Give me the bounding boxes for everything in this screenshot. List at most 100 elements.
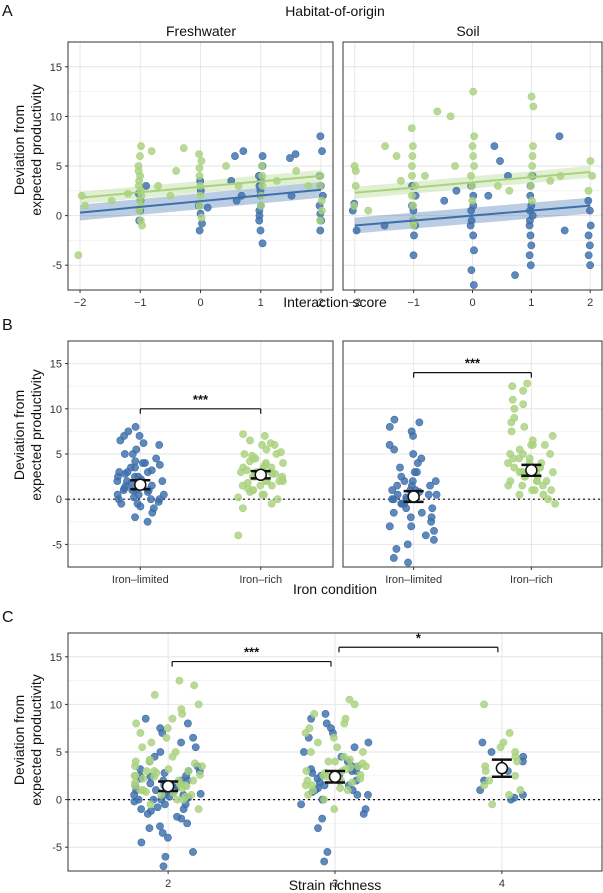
data-point [468,196,477,205]
data-point [350,201,359,210]
ylabel-c: Deviation from expected productivity [11,674,44,806]
data-point [539,490,548,499]
data-point [272,450,281,458]
x-axis-tick-label: 2 [587,297,593,309]
x-axis-tick-label: 3 [332,878,338,890]
data-point [147,495,155,504]
data-point [547,486,556,495]
data-point [397,176,405,185]
data-point [308,781,316,790]
data-point [507,427,516,436]
data-point [407,522,416,531]
data-point [257,201,265,210]
data-point [358,759,367,768]
data-point [222,162,230,170]
mean-se-iron-rich [521,463,542,477]
data-point [195,226,204,235]
data-point [392,545,401,553]
data-point [166,191,175,200]
data-point [238,481,247,490]
data-point [348,778,357,787]
data-point [123,477,131,486]
data-point [467,266,476,275]
regression-line [354,204,591,227]
y-axis-tick-label: 0 [56,795,62,807]
data-point [356,770,365,779]
data-point [141,714,150,723]
data-point [470,246,478,255]
data-point [515,490,524,499]
data-point [470,162,478,170]
significance-bracket: * [338,630,499,653]
data-point [138,221,146,230]
data-point [120,450,129,458]
ylabel-a-line2: expected productivity [28,84,44,216]
data-point [528,436,537,445]
data-point [292,167,301,175]
data-point [410,231,418,240]
data-point [246,436,254,445]
mean-se-iron-rich-mean-marker [254,468,267,482]
data-point [132,445,141,454]
data-point [316,226,325,235]
x-axis-tick-label: Iron–limited [112,574,169,586]
data-point [138,459,147,467]
data-point [527,241,536,250]
data-point [529,142,537,151]
data-point [480,781,489,790]
data-point [480,700,488,709]
xlabel-b: Iron condition [293,581,377,597]
data-point [409,450,418,458]
mean-se-iron-rich-mean-marker [525,464,538,477]
x-axis-tick-label: 1 [528,297,534,309]
xlabel-a: Interaction score [283,294,387,310]
data-point [113,490,122,499]
data-point [155,495,164,504]
y-axis-tick-label: 10 [50,404,62,416]
data-point [302,767,311,775]
data-point [440,196,449,205]
data-point [258,172,267,180]
data-point [352,226,361,235]
data-point [417,508,426,517]
data-point [239,463,248,472]
data-point [176,780,184,789]
xlabel-c: Strain richness [289,877,382,893]
data-point [161,852,170,861]
data-point [406,513,415,522]
data-point [427,513,436,522]
mean-se-iron-limited-mean-marker [407,490,420,503]
data-point [381,142,389,151]
data-point [158,829,167,837]
data-point [300,748,308,756]
data-point [260,490,268,499]
data-point [586,157,595,165]
data-point [466,221,475,230]
data-point [150,690,159,699]
data-point [526,231,535,240]
data-point [385,441,394,449]
data-point [324,757,333,766]
data-point [511,771,519,780]
data-point [393,490,402,499]
data-point [191,743,200,752]
x-axis-tick-label: 1 [258,297,264,309]
data-point [407,427,416,436]
data-point [421,172,429,180]
data-point [146,779,155,788]
data-point [469,87,478,96]
data-point [145,824,154,833]
data-point [256,481,265,490]
data-point [318,814,327,823]
data-point [485,776,494,785]
data-point [323,848,332,856]
data-point [396,463,404,472]
data-point [451,162,459,170]
data-point [586,221,595,230]
data-point [351,181,360,190]
data-point [397,472,406,481]
data-point [346,755,354,764]
y-axis-tick-label: -5 [52,842,62,854]
data-point [194,700,203,709]
